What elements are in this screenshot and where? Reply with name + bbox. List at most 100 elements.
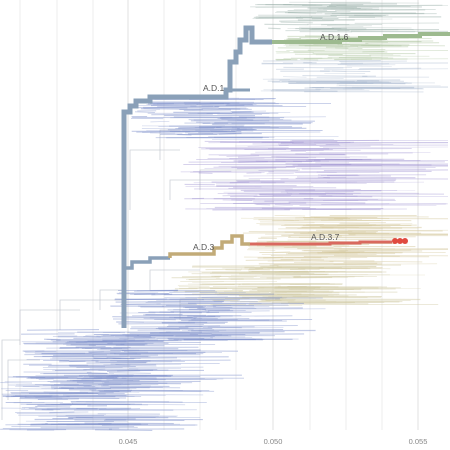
tip-branch <box>24 350 45 352</box>
tip-branch <box>330 15 383 17</box>
ad16-branch[interactable] <box>272 32 450 44</box>
tip-branch <box>170 116 233 119</box>
tip-branch <box>236 127 307 130</box>
tip-branch <box>44 338 61 341</box>
tip-branch <box>213 166 322 168</box>
tip-branch <box>318 8 436 10</box>
main-trunk-vertical[interactable] <box>121 25 272 328</box>
tip-branch <box>34 352 92 355</box>
ad37-tip-node[interactable] <box>402 238 408 244</box>
tip-branch <box>4 381 110 383</box>
tip-branch <box>281 234 356 236</box>
tip-branch <box>185 296 228 298</box>
tip-branch <box>309 7 361 10</box>
tip-branch <box>181 275 222 278</box>
tip-branch <box>234 145 341 147</box>
tip-branch <box>155 136 264 139</box>
tip-branch <box>108 375 147 377</box>
tip-branch <box>293 261 334 263</box>
tip-branch <box>302 4 364 6</box>
tip-branch <box>110 359 231 362</box>
tip-branch <box>248 248 359 250</box>
tip-branch <box>280 302 369 305</box>
tip-branch <box>215 277 348 279</box>
tip-branch <box>201 104 245 107</box>
trunk-lower-branch[interactable] <box>124 256 170 270</box>
tip-branch <box>103 363 182 366</box>
clade-ad16[interactable] <box>272 32 450 44</box>
tip-branch <box>272 195 418 197</box>
tip-branch <box>275 290 334 293</box>
tip-cluster <box>21 329 246 381</box>
tip-branch <box>298 44 344 47</box>
tip-branch <box>150 331 171 334</box>
tip-branch <box>121 350 239 352</box>
tip-branch <box>52 335 115 337</box>
tip-branch <box>244 149 361 151</box>
tip-branch <box>73 337 156 339</box>
tip-branch <box>248 267 264 270</box>
tip-branch <box>331 27 412 29</box>
tip-branch <box>198 330 220 332</box>
tip-branch <box>210 129 255 131</box>
tip-branch <box>49 411 75 414</box>
tip-branch <box>237 285 339 288</box>
tip-branch <box>62 403 135 405</box>
tip-branch <box>257 299 326 301</box>
tip-branch <box>114 298 204 301</box>
tip-branch <box>188 287 316 289</box>
tip-branch <box>280 21 313 24</box>
tip-branch <box>136 101 255 103</box>
tip-branch <box>153 103 224 105</box>
tip-branch <box>158 125 225 127</box>
tip-branch <box>150 102 201 104</box>
tip-branch <box>91 359 181 362</box>
tip-branch <box>8 384 92 387</box>
tip-branch <box>318 195 373 198</box>
tip-branch <box>288 81 392 83</box>
ad37-tip-node[interactable] <box>397 238 403 244</box>
tip-branch <box>74 419 185 421</box>
ad3-branch[interactable] <box>168 234 250 258</box>
clade-ad37[interactable] <box>250 238 408 246</box>
tip-branch <box>11 392 94 395</box>
tip-branch <box>112 378 224 380</box>
tip-branch <box>149 103 257 105</box>
tip-branch <box>5 395 27 398</box>
tip-branch <box>194 188 361 190</box>
tip-branch <box>151 293 173 296</box>
ad37-tip-node[interactable] <box>392 238 398 244</box>
tip-branch <box>207 326 242 329</box>
tip-branch <box>257 287 379 289</box>
tip-branch <box>230 274 368 276</box>
tip-branch <box>211 333 305 335</box>
tip-branch <box>98 369 130 371</box>
tip-branch <box>308 2 420 4</box>
tip-branch <box>112 318 238 321</box>
tip-branch <box>266 172 294 175</box>
tip-branch <box>208 141 355 144</box>
tip-branch <box>42 384 91 387</box>
tip-branch <box>170 310 270 312</box>
tip-branch <box>303 198 395 200</box>
trunk-branches[interactable] <box>121 25 272 328</box>
tip-branch <box>95 376 115 378</box>
tip-branch <box>83 375 172 378</box>
tip-branch <box>106 379 217 381</box>
tip-branch <box>330 87 424 90</box>
tip-branch <box>123 321 145 323</box>
tip-branch <box>151 113 213 116</box>
internal-branch <box>179 299 240 320</box>
ad37-branch[interactable] <box>250 240 392 246</box>
tip-branch <box>106 379 134 381</box>
tip-branch <box>307 6 357 9</box>
tip-branch <box>218 132 242 135</box>
clade-ad3[interactable] <box>168 234 250 258</box>
tip-branch <box>361 44 445 47</box>
tip-branch <box>276 52 314 54</box>
tip-branch <box>204 140 280 143</box>
tip-branch <box>188 278 281 281</box>
tip-branch <box>53 379 166 381</box>
